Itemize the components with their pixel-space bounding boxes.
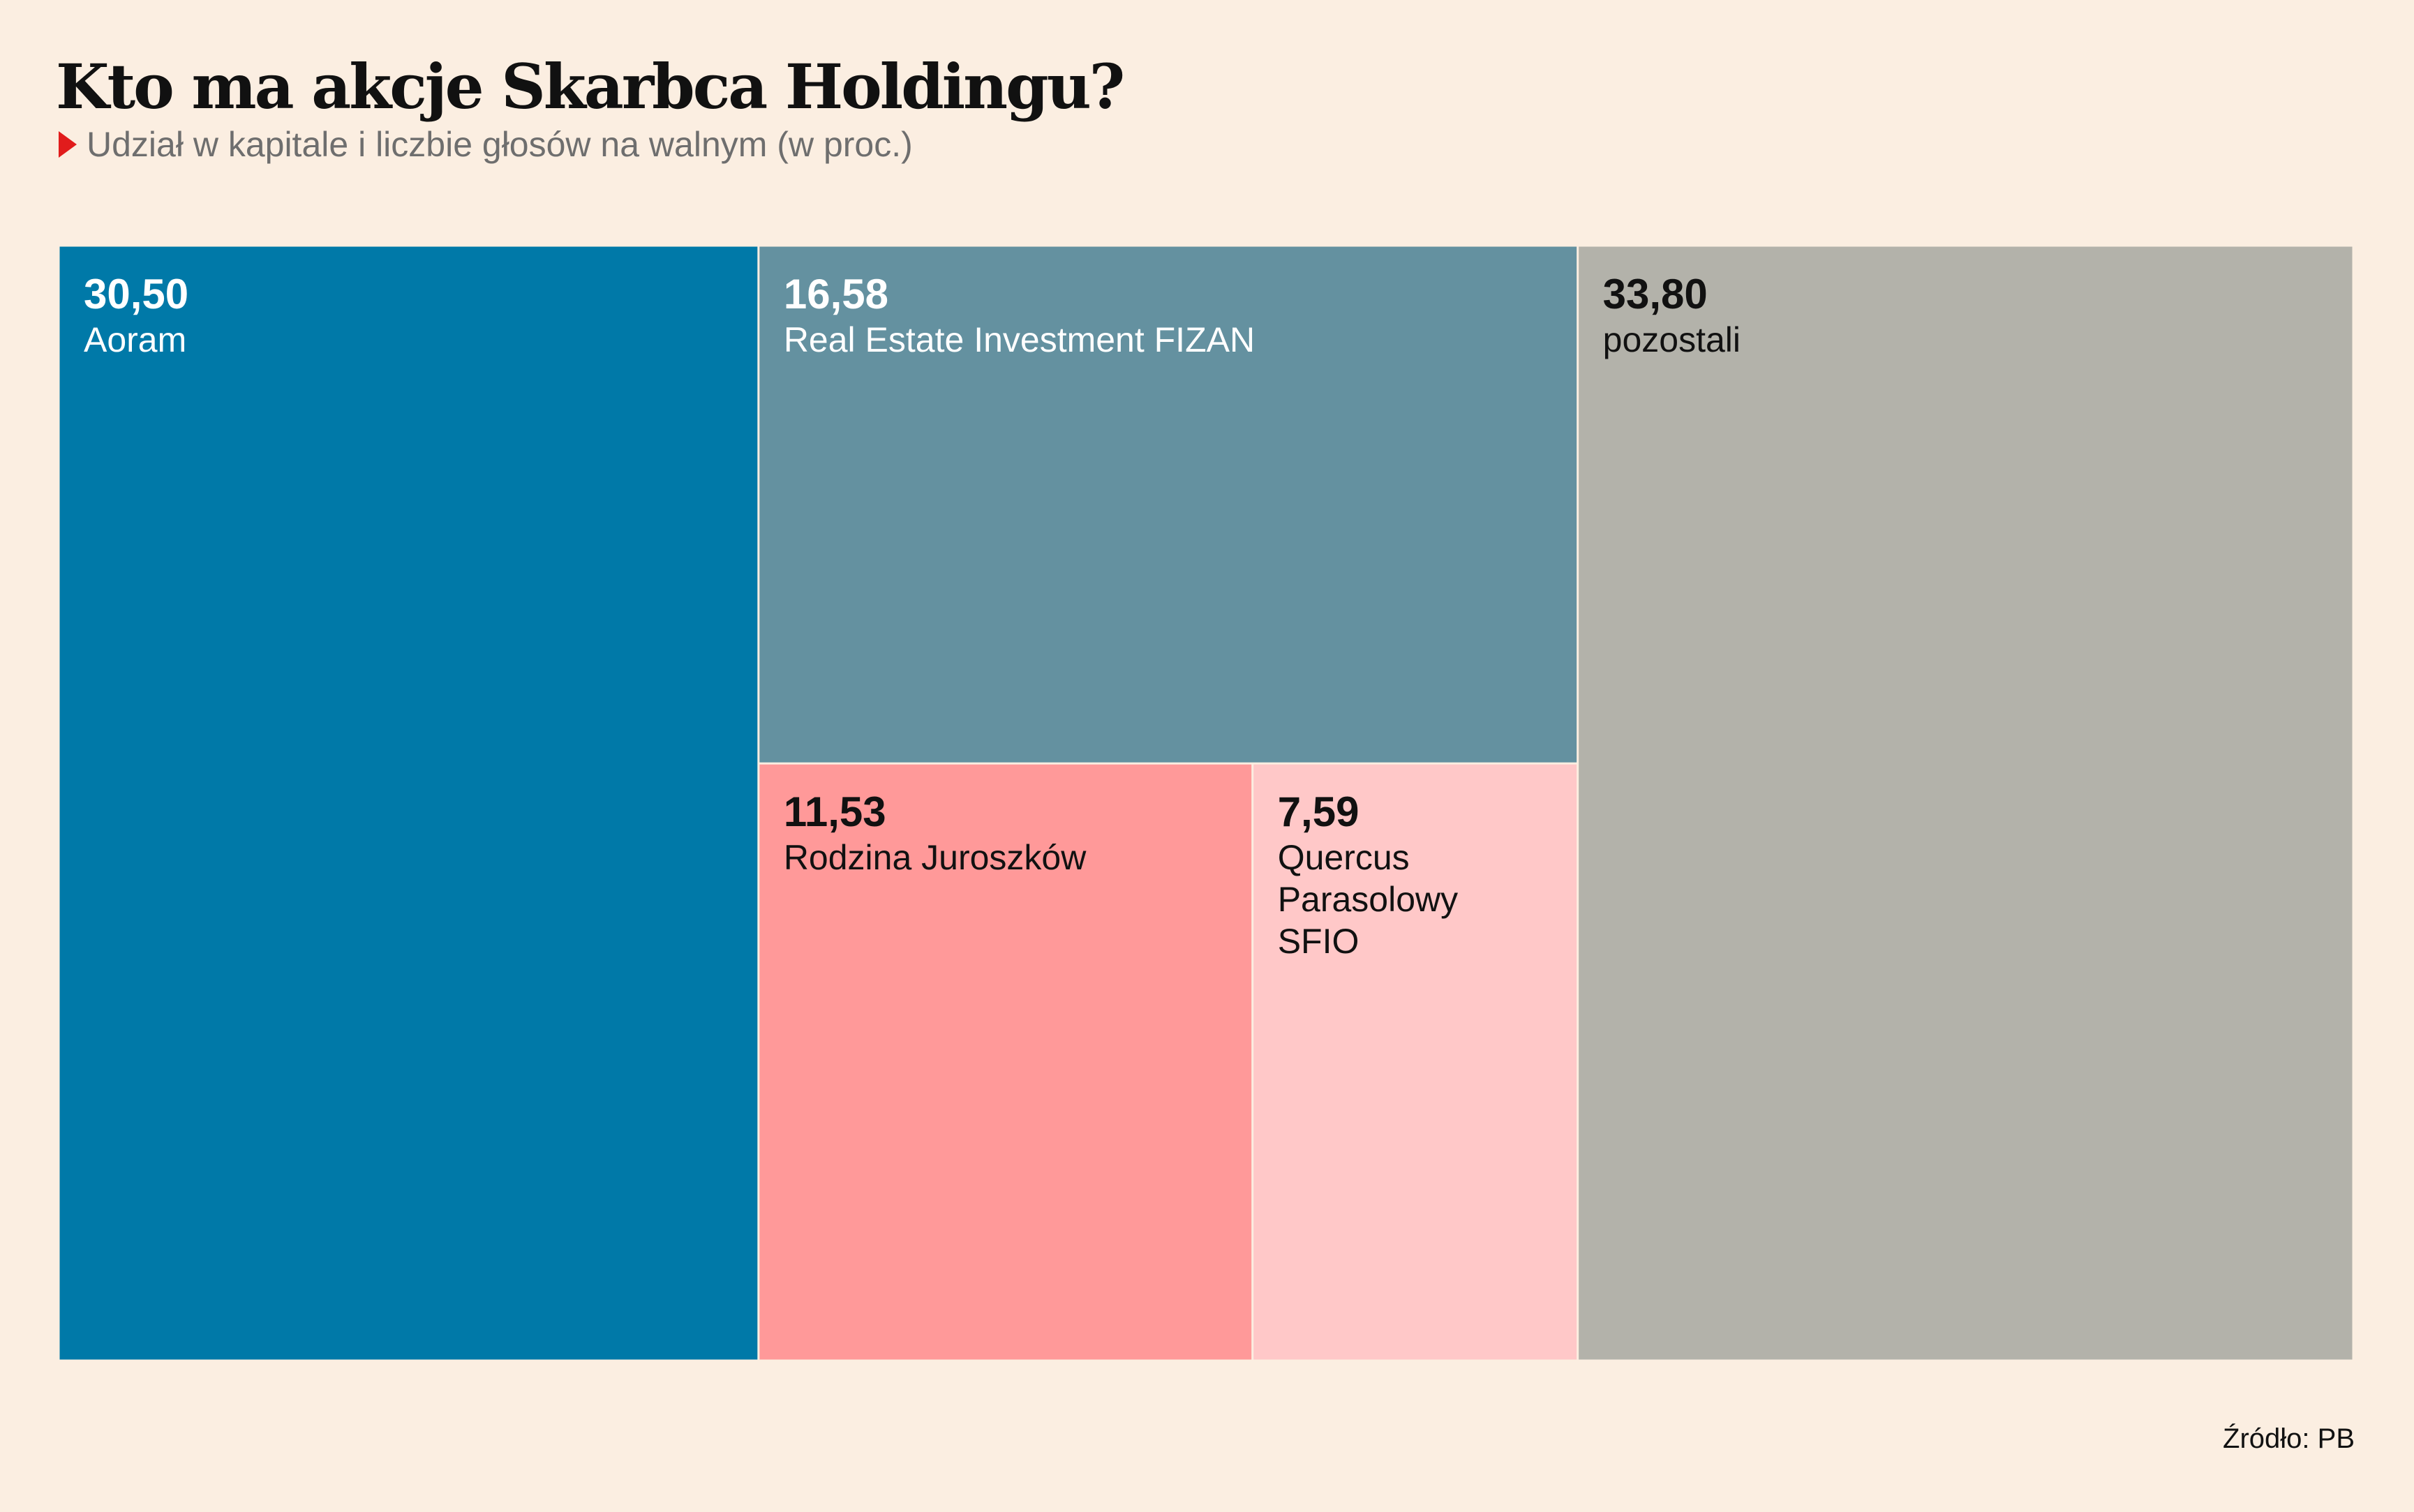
treemap-value-label: 33,80 [1603,271,1708,317]
triangle-marker-icon [59,131,77,158]
chart-source: Źródło: PB [2223,1423,2355,1454]
treemap-rect-pozostali [1579,246,2353,1360]
chart-title: Kto ma akcje Skarbca Holdingu? [56,50,1125,123]
treemap-value-label: 16,58 [784,271,888,317]
treemap-name-label: Aoram [84,320,186,359]
treemap-name-label: Rodzina Juroszków [784,838,1087,877]
treemap-name-label: Real Estate Investment FIZAN [784,320,1255,359]
treemap-rect-aoram [59,246,758,1360]
treemap-name-label: SFIO [1278,922,1359,961]
treemap-value-label: 7,59 [1278,788,1359,835]
chart-subtitle-text: Udział w kapitale i liczbie głosów na wa… [87,125,913,164]
treemap-name-label: Parasolowy [1278,880,1458,919]
treemap-rect-quercus-parasolowy-sfio [1253,764,1577,1360]
treemap-rect-rodzina-juroszko-w [759,764,1252,1360]
treemap-value-label: 30,50 [84,271,188,317]
treemap-value-label: 11,53 [784,788,886,835]
treemap-name-label: pozostali [1603,320,1741,359]
treemap-name-label: Quercus [1278,838,1410,877]
treemap-rect-real-estate-investment-fizan [759,246,1577,763]
chart-subtitle: Udział w kapitale i liczbie głosów na wa… [59,124,913,165]
